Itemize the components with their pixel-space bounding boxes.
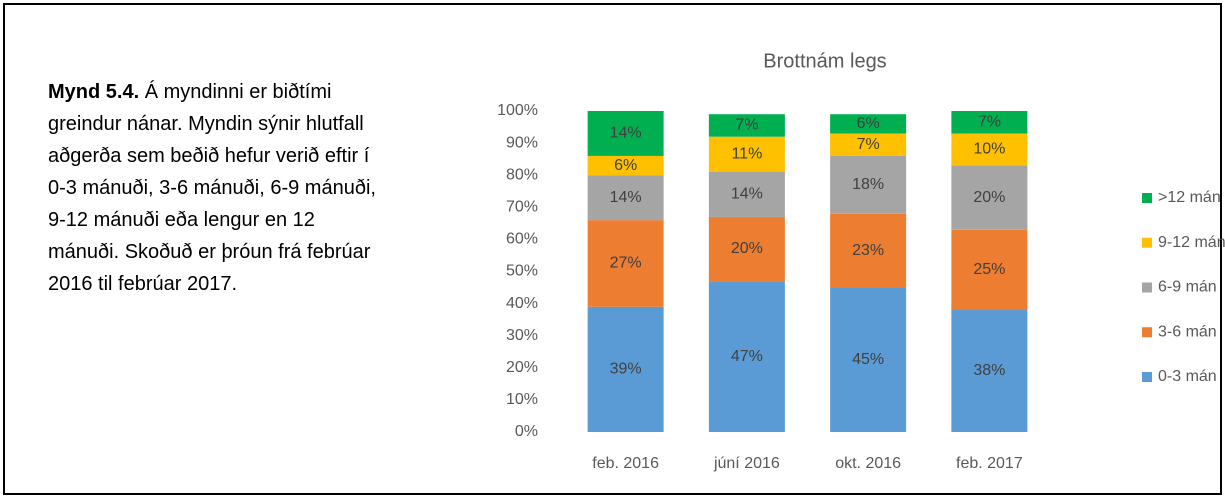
data-label: 45% bbox=[852, 351, 884, 368]
data-label: 47% bbox=[731, 348, 763, 365]
y-tick-label: 100% bbox=[497, 102, 538, 119]
y-tick-label: 90% bbox=[506, 134, 538, 151]
bar-segment bbox=[708, 281, 785, 432]
bar-segment bbox=[830, 133, 907, 156]
data-label: 7% bbox=[857, 136, 880, 153]
data-label: 23% bbox=[852, 242, 884, 259]
y-tick-label: 70% bbox=[506, 199, 538, 216]
data-label: 7% bbox=[735, 117, 758, 134]
bar-segment bbox=[830, 213, 907, 288]
data-label: 11% bbox=[731, 146, 762, 163]
bar-segment bbox=[587, 111, 664, 156]
y-tick-label: 40% bbox=[506, 295, 538, 312]
caption: Mynd 5.4. Á myndinni er biðtími greindur… bbox=[48, 76, 383, 300]
x-tick-label: feb. 2016 bbox=[592, 455, 659, 472]
data-label: 6% bbox=[857, 115, 880, 132]
frame bbox=[3, 3, 1222, 495]
legend-swatch bbox=[1142, 193, 1152, 203]
data-label: 7% bbox=[978, 113, 1001, 130]
bar-segment bbox=[951, 310, 1028, 432]
bar-segment bbox=[587, 220, 664, 307]
legend-label: 6-9 mán bbox=[1158, 279, 1217, 296]
data-label: 6% bbox=[614, 157, 637, 174]
data-label: 14% bbox=[610, 189, 642, 206]
bar-segment bbox=[587, 155, 664, 176]
caption-label: Mynd 5.4. bbox=[48, 81, 140, 103]
y-tick-label: 10% bbox=[506, 391, 538, 408]
data-label: 20% bbox=[731, 240, 763, 257]
x-tick-label: feb. 2017 bbox=[956, 455, 1023, 472]
legend-swatch bbox=[1142, 282, 1152, 293]
data-label: 38% bbox=[973, 362, 1005, 379]
bar-segment bbox=[587, 175, 664, 221]
y-tick-label: 80% bbox=[506, 166, 538, 183]
legend-label: 3-6 mán bbox=[1158, 323, 1217, 340]
legend-label: >12 mán bbox=[1158, 189, 1221, 206]
bar-segment bbox=[830, 155, 907, 214]
bar-segment bbox=[951, 133, 1028, 166]
bar-segment bbox=[951, 229, 1028, 311]
legend-swatch bbox=[1142, 372, 1152, 382]
data-label: 25% bbox=[973, 261, 1005, 278]
y-tick-label: 30% bbox=[506, 327, 538, 344]
bar-segment bbox=[708, 216, 785, 282]
y-tick-label: 50% bbox=[506, 263, 538, 280]
y-tick-label: 60% bbox=[506, 231, 538, 248]
x-tick-label: okt. 2016 bbox=[835, 455, 901, 472]
data-label: 39% bbox=[610, 361, 642, 378]
data-label: 14% bbox=[731, 186, 763, 203]
bar-segment bbox=[708, 114, 785, 137]
bar-segment bbox=[951, 111, 1028, 134]
legend-label: 0-3 mán bbox=[1158, 368, 1217, 385]
legend-swatch bbox=[1142, 237, 1152, 248]
bar-segment bbox=[951, 165, 1028, 230]
data-label: 10% bbox=[973, 141, 1005, 158]
legend-swatch bbox=[1142, 327, 1152, 338]
bar-segment bbox=[708, 136, 785, 172]
caption-text: Á myndinni er biðtími greindur nánar. My… bbox=[48, 81, 376, 295]
x-tick-label: júní 2016 bbox=[713, 455, 780, 472]
legend-label: 9-12 mán bbox=[1158, 234, 1225, 251]
y-tick-label: 0% bbox=[515, 423, 538, 440]
chart-title: Brottnám legs bbox=[763, 50, 886, 72]
bar-segment bbox=[708, 171, 785, 217]
data-label: 18% bbox=[852, 176, 884, 193]
bar-segment bbox=[830, 287, 907, 432]
data-label: 20% bbox=[973, 189, 1005, 206]
bar-segment bbox=[587, 306, 664, 432]
data-label: 14% bbox=[610, 125, 642, 142]
y-tick-label: 20% bbox=[506, 359, 538, 376]
data-label: 27% bbox=[610, 255, 642, 272]
bar-segment bbox=[830, 114, 907, 134]
